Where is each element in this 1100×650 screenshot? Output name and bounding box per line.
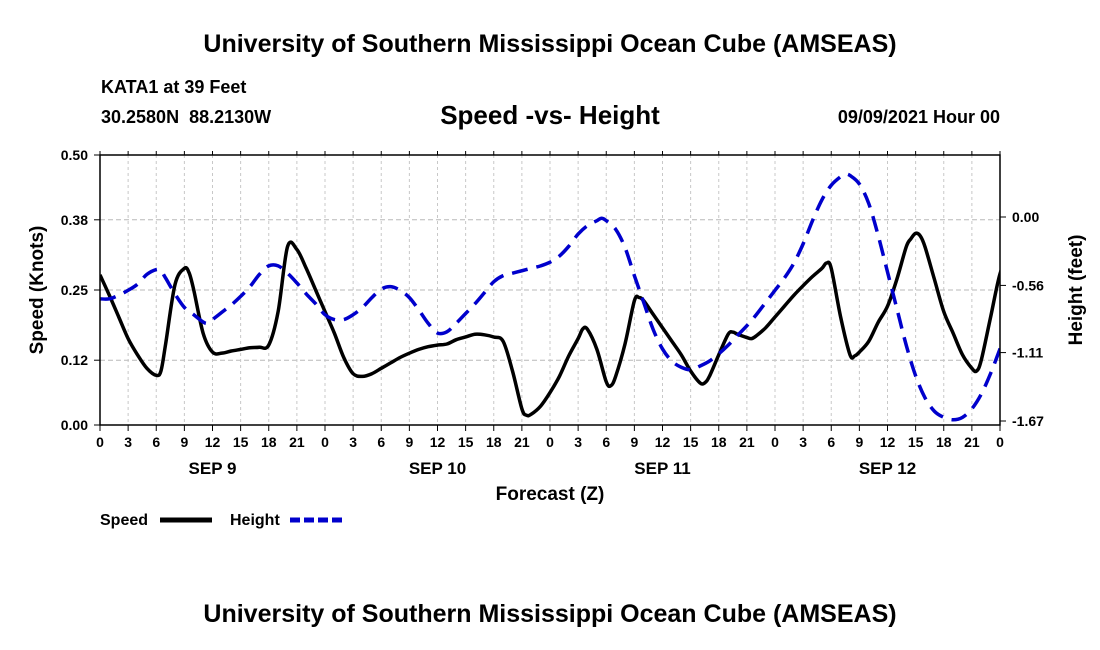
x-tick-label: 15 bbox=[458, 434, 474, 450]
y-right-tick-label: 0.00 bbox=[1012, 209, 1039, 225]
x-tick-label: 15 bbox=[908, 434, 924, 450]
y-left-tick-label: 0.00 bbox=[61, 417, 88, 433]
x-tick-label: 15 bbox=[233, 434, 249, 450]
x-tick-label: 0 bbox=[996, 434, 1004, 450]
station-coordinates: 30.2580N 88.2130W bbox=[101, 107, 272, 127]
x-tick-label: 18 bbox=[261, 434, 277, 450]
x-tick-label: 21 bbox=[964, 434, 980, 450]
x-tick-label: 3 bbox=[799, 434, 807, 450]
x-tick-label: 3 bbox=[574, 434, 582, 450]
legend-label-height: Height bbox=[230, 512, 280, 529]
x-tick-label: 3 bbox=[349, 434, 357, 450]
x-tick-label: 12 bbox=[205, 434, 221, 450]
y-right-tick-label: -1.11 bbox=[1012, 345, 1043, 361]
y-left-tick-label: 0.38 bbox=[61, 212, 88, 228]
x-tick-label: 3 bbox=[124, 434, 132, 450]
x-tick-label: 6 bbox=[602, 434, 610, 450]
x-tick-label: 6 bbox=[152, 434, 160, 450]
x-tick-label: 21 bbox=[739, 434, 755, 450]
y-left-tick-label: 0.25 bbox=[61, 282, 88, 298]
legend-label-speed: Speed bbox=[100, 512, 148, 529]
station-label: KATA1 at 39 Feet bbox=[101, 77, 247, 97]
page-title-bottom: University of Southern Mississippi Ocean… bbox=[203, 600, 897, 628]
x-tick-label: 21 bbox=[514, 434, 530, 450]
grid-layer bbox=[100, 155, 1000, 425]
day-label: SEP 11 bbox=[634, 459, 690, 478]
x-tick-label: 0 bbox=[771, 434, 779, 450]
x-tick-label: 12 bbox=[880, 434, 896, 450]
series-line-height bbox=[100, 172, 1000, 422]
y-axis-left-label: Speed (Knots) bbox=[27, 226, 48, 355]
series-line-speed bbox=[100, 231, 1000, 418]
x-tick-label: 9 bbox=[180, 434, 188, 450]
day-label: SEP 10 bbox=[409, 459, 466, 478]
page-title-top: University of Southern Mississippi Ocean… bbox=[203, 30, 897, 58]
chart-title: Speed -vs- Height bbox=[440, 100, 660, 130]
x-tick-label: 18 bbox=[936, 434, 952, 450]
series-group bbox=[100, 172, 1000, 422]
x-tick-label: 9 bbox=[855, 434, 863, 450]
x-tick-label: 15 bbox=[683, 434, 699, 450]
day-label: SEP 9 bbox=[189, 459, 237, 478]
x-tick-label: 0 bbox=[546, 434, 554, 450]
y-left-tick-label: 0.12 bbox=[61, 352, 88, 368]
x-tick-label: 18 bbox=[486, 434, 502, 450]
legend: Speed Height bbox=[100, 512, 342, 529]
series-layer bbox=[100, 172, 1000, 422]
x-tick-label: 9 bbox=[630, 434, 638, 450]
y-right-tick-label: -0.56 bbox=[1012, 277, 1044, 293]
x-axis-label: Forecast (Z) bbox=[496, 484, 605, 505]
day-label: SEP 12 bbox=[859, 459, 916, 478]
x-tick-label: 6 bbox=[377, 434, 385, 450]
x-tick-label: 21 bbox=[289, 434, 305, 450]
x-tick-label: 18 bbox=[711, 434, 727, 450]
x-tick-label: 6 bbox=[827, 434, 835, 450]
x-tick-label: 9 bbox=[405, 434, 413, 450]
x-tick-label: 0 bbox=[96, 434, 104, 450]
x-tick-label: 12 bbox=[430, 434, 446, 450]
y-left-tick-label: 0.50 bbox=[61, 147, 88, 163]
y-right-tick-label: -1.67 bbox=[1012, 413, 1044, 429]
x-tick-label: 12 bbox=[655, 434, 671, 450]
x-tick-label: 0 bbox=[321, 434, 329, 450]
forecast-datetime: 09/09/2021 Hour 00 bbox=[837, 107, 1000, 127]
y-axis-right-label: Height (feet) bbox=[1066, 235, 1087, 346]
axis-layer: 0.00 0.12 0.25 0.38 0.50 0.00 -0.56 -1.11 -1.67 0… bbox=[61, 147, 1044, 478]
